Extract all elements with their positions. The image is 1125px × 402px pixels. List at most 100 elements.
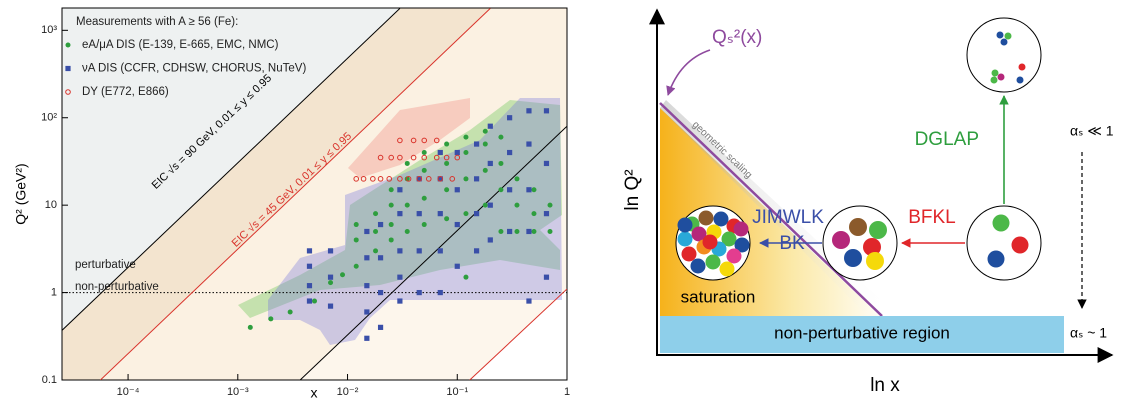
data-point bbox=[364, 228, 370, 235]
data-point bbox=[547, 202, 553, 208]
data-point bbox=[312, 298, 317, 304]
legend-marker bbox=[65, 42, 71, 48]
boundary-line bbox=[469, 288, 567, 380]
data-point bbox=[507, 115, 513, 121]
diagram: ln Q² ln x Qₛ²(x) geometric scaling JIMW… bbox=[622, 8, 1114, 396]
parton bbox=[691, 226, 707, 242]
x-axis-label: x bbox=[311, 385, 318, 401]
y-tick-label: 0.1 bbox=[42, 374, 57, 386]
parton bbox=[690, 258, 706, 274]
data-point bbox=[543, 160, 550, 167]
data-point bbox=[463, 150, 469, 156]
data-point bbox=[364, 309, 370, 315]
region-label: non-perturbative region bbox=[774, 323, 950, 342]
parton bbox=[677, 231, 693, 247]
y-axis-label: Q² (GeV²) bbox=[13, 163, 29, 224]
data-point bbox=[397, 298, 403, 304]
parton bbox=[991, 69, 999, 77]
data-point bbox=[247, 324, 253, 330]
saturation-scale: Qₛ²(x) bbox=[712, 27, 762, 48]
data-point bbox=[397, 211, 403, 217]
pointer-arrow bbox=[666, 49, 711, 96]
data-point bbox=[306, 283, 313, 289]
evolution-label: BFKL bbox=[908, 207, 956, 228]
boundary-line bbox=[62, 8, 401, 331]
data-point bbox=[364, 335, 370, 341]
region-label: saturation bbox=[681, 287, 756, 306]
envelope bbox=[238, 100, 562, 318]
data-point bbox=[327, 303, 334, 309]
parton bbox=[721, 231, 737, 247]
data-point bbox=[287, 309, 293, 315]
data-point bbox=[498, 228, 504, 234]
y-axis-label: ln Q² bbox=[622, 169, 643, 210]
data-point bbox=[388, 237, 394, 243]
data-point bbox=[463, 134, 469, 140]
data-point bbox=[444, 216, 450, 222]
data-point bbox=[370, 176, 376, 182]
data-point bbox=[526, 108, 532, 114]
data-point bbox=[482, 167, 488, 173]
parton bbox=[1016, 76, 1024, 84]
data-point bbox=[416, 176, 422, 182]
legend-label: eA/μA DIS (E-139, E-665, EMC, NMC) bbox=[82, 39, 279, 51]
parton bbox=[866, 252, 884, 270]
data-point bbox=[397, 248, 403, 254]
data-point bbox=[437, 176, 443, 182]
data-point bbox=[421, 167, 427, 173]
data-point bbox=[410, 137, 417, 144]
data-point bbox=[397, 154, 403, 161]
data-point bbox=[507, 228, 513, 235]
x-tick-label: 1 bbox=[564, 386, 570, 398]
parton bbox=[869, 221, 887, 239]
coupling-label: αₛ ~ 1 bbox=[1070, 325, 1107, 341]
data-point bbox=[404, 160, 410, 166]
data-point bbox=[444, 141, 450, 147]
data-point bbox=[487, 123, 493, 129]
data-point bbox=[498, 134, 504, 140]
parton bbox=[713, 211, 729, 227]
data-point bbox=[482, 128, 488, 134]
data-point bbox=[454, 187, 460, 193]
data-point bbox=[444, 187, 450, 193]
data-point bbox=[327, 248, 334, 254]
data-point bbox=[360, 176, 367, 182]
parton bbox=[734, 237, 750, 253]
partons bbox=[677, 31, 1029, 277]
data-point bbox=[388, 222, 394, 228]
region bbox=[62, 8, 491, 380]
x-tick-label: 10⁻² bbox=[337, 386, 359, 398]
data-point bbox=[421, 137, 428, 144]
data-point bbox=[498, 160, 504, 166]
data-point bbox=[388, 202, 394, 208]
parton bbox=[1011, 236, 1029, 254]
y-tick-label: 10 bbox=[45, 199, 57, 211]
data-point bbox=[327, 274, 334, 280]
parton bbox=[987, 250, 1005, 268]
data-point bbox=[473, 141, 480, 147]
boundary-line bbox=[100, 8, 491, 380]
evolution-label: JIMWLK bbox=[752, 207, 824, 228]
parton bbox=[733, 221, 749, 237]
data-point bbox=[416, 211, 422, 217]
data-point bbox=[404, 202, 410, 208]
data-point bbox=[531, 187, 537, 193]
data-point bbox=[454, 221, 460, 228]
parton bbox=[681, 246, 697, 262]
x-tick-label: 10⁻¹ bbox=[446, 386, 468, 398]
region-label: perturbative bbox=[75, 259, 136, 271]
data-point bbox=[443, 154, 450, 161]
data-point bbox=[437, 248, 443, 254]
parton bbox=[698, 210, 714, 226]
evolution-label: BK bbox=[779, 233, 805, 254]
data-point bbox=[425, 176, 432, 182]
parton bbox=[844, 249, 862, 267]
data-point bbox=[397, 187, 403, 193]
parton bbox=[1004, 32, 1012, 40]
plot-area bbox=[62, 8, 567, 380]
data-point bbox=[416, 176, 423, 182]
data-point bbox=[404, 176, 410, 182]
proton-circle bbox=[966, 205, 1042, 281]
data-point bbox=[449, 176, 456, 182]
